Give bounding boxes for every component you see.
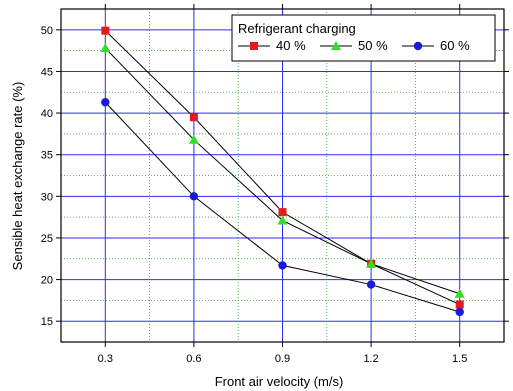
- legend-entry-label: 50 %: [358, 38, 388, 53]
- y-tick-label: 40: [41, 108, 53, 120]
- x-tick-label: 0.6: [186, 353, 201, 365]
- x-tick-label: 0.9: [275, 353, 290, 365]
- data-point-2: [278, 261, 287, 270]
- y-axis-label: Sensible heat exchange rate (%): [10, 82, 25, 271]
- data-point-2: [189, 192, 199, 201]
- data-point-0: [101, 26, 110, 35]
- x-tick-label: 0.3: [98, 353, 113, 365]
- x-axis-label: Front air velocity (m/s): [215, 374, 344, 389]
- y-tick-label: 30: [41, 191, 53, 203]
- data-point-1: [277, 215, 288, 225]
- axes: 15 20 25 30 35 40 45 50 0.3 0.6 0.9 1.2 1.5: [41, 4, 509, 365]
- data-point-0: [278, 208, 287, 217]
- y-tick-label: 45: [41, 66, 53, 78]
- data-point-1: [188, 134, 199, 144]
- data-point-1: [454, 288, 465, 298]
- series-layer: [100, 26, 465, 317]
- y-tick-label: 50: [41, 25, 53, 37]
- y-tick-label: 35: [41, 150, 53, 162]
- data-point-1: [366, 258, 377, 268]
- x-tick-label: 1.2: [363, 353, 378, 365]
- legend: Refrigerant charging 40 % 50 % 60 %: [231, 14, 496, 62]
- y-tick-label: 20: [41, 275, 53, 287]
- legend-entry-label: 60 %: [440, 38, 470, 53]
- legend-entries: 40 % 50 % 60 %: [238, 38, 470, 53]
- legend-title: Refrigerant charging: [238, 21, 356, 36]
- data-point-2: [455, 307, 464, 317]
- legend-marker-2: [413, 41, 423, 51]
- legend-entry-label: 40 %: [276, 38, 306, 53]
- x-tick-label: 1.5: [452, 353, 467, 365]
- y-tick-label: 15: [41, 316, 53, 328]
- data-point-2: [101, 98, 110, 107]
- data-point-0: [455, 300, 464, 309]
- legend-marker-0: [250, 42, 258, 50]
- legend-marker-1: [331, 41, 341, 50]
- y-tick-label: 25: [41, 233, 53, 245]
- data-point-1: [100, 43, 111, 53]
- data-point-2: [366, 280, 376, 289]
- data-point-0: [189, 113, 198, 122]
- legend-box: [231, 14, 496, 62]
